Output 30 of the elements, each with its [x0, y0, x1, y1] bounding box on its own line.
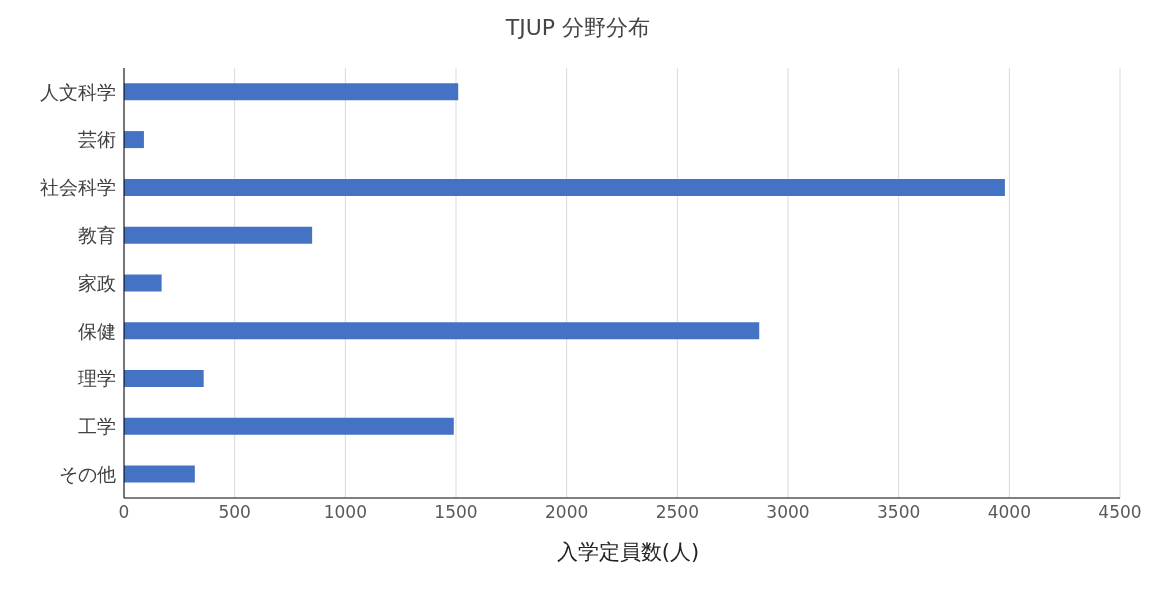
bar [124, 83, 459, 101]
bar [124, 370, 204, 387]
x-tick-label: 1000 [323, 502, 367, 523]
y-tick-label: 工学 [78, 415, 116, 438]
x-tick-label: 4500 [1098, 502, 1142, 523]
y-tick-label: 家政 [78, 271, 116, 294]
x-tick-label: 1500 [434, 502, 478, 523]
y-tick-label: その他 [59, 462, 116, 485]
chart-title: TJUP 分野分布 [504, 14, 652, 42]
y-tick-label: 社会科学 [40, 176, 116, 199]
x-tick-label: 3500 [877, 502, 921, 523]
bar [124, 226, 313, 244]
bar [124, 131, 144, 149]
y-tick-label: 教育 [78, 223, 116, 246]
bar [124, 178, 1005, 196]
x-axis-title: 入学定員数(人) [555, 539, 701, 566]
x-tick-label: 2000 [545, 502, 589, 523]
x-tick-label: 3000 [766, 502, 810, 523]
y-tick-label: 芸術 [78, 128, 116, 151]
x-tick-label: 2500 [655, 502, 699, 523]
x-tick-label: 4000 [987, 502, 1031, 523]
x-tick-label: 0 [118, 502, 130, 523]
bar [124, 465, 195, 483]
y-tick-label: 人文科学 [40, 80, 116, 103]
y-tick-label: 保健 [78, 319, 116, 342]
bar [124, 322, 760, 340]
x-tick-label: 500 [218, 502, 251, 523]
bar [124, 274, 162, 292]
bar [124, 417, 454, 435]
y-tick-label: 理学 [78, 367, 116, 390]
